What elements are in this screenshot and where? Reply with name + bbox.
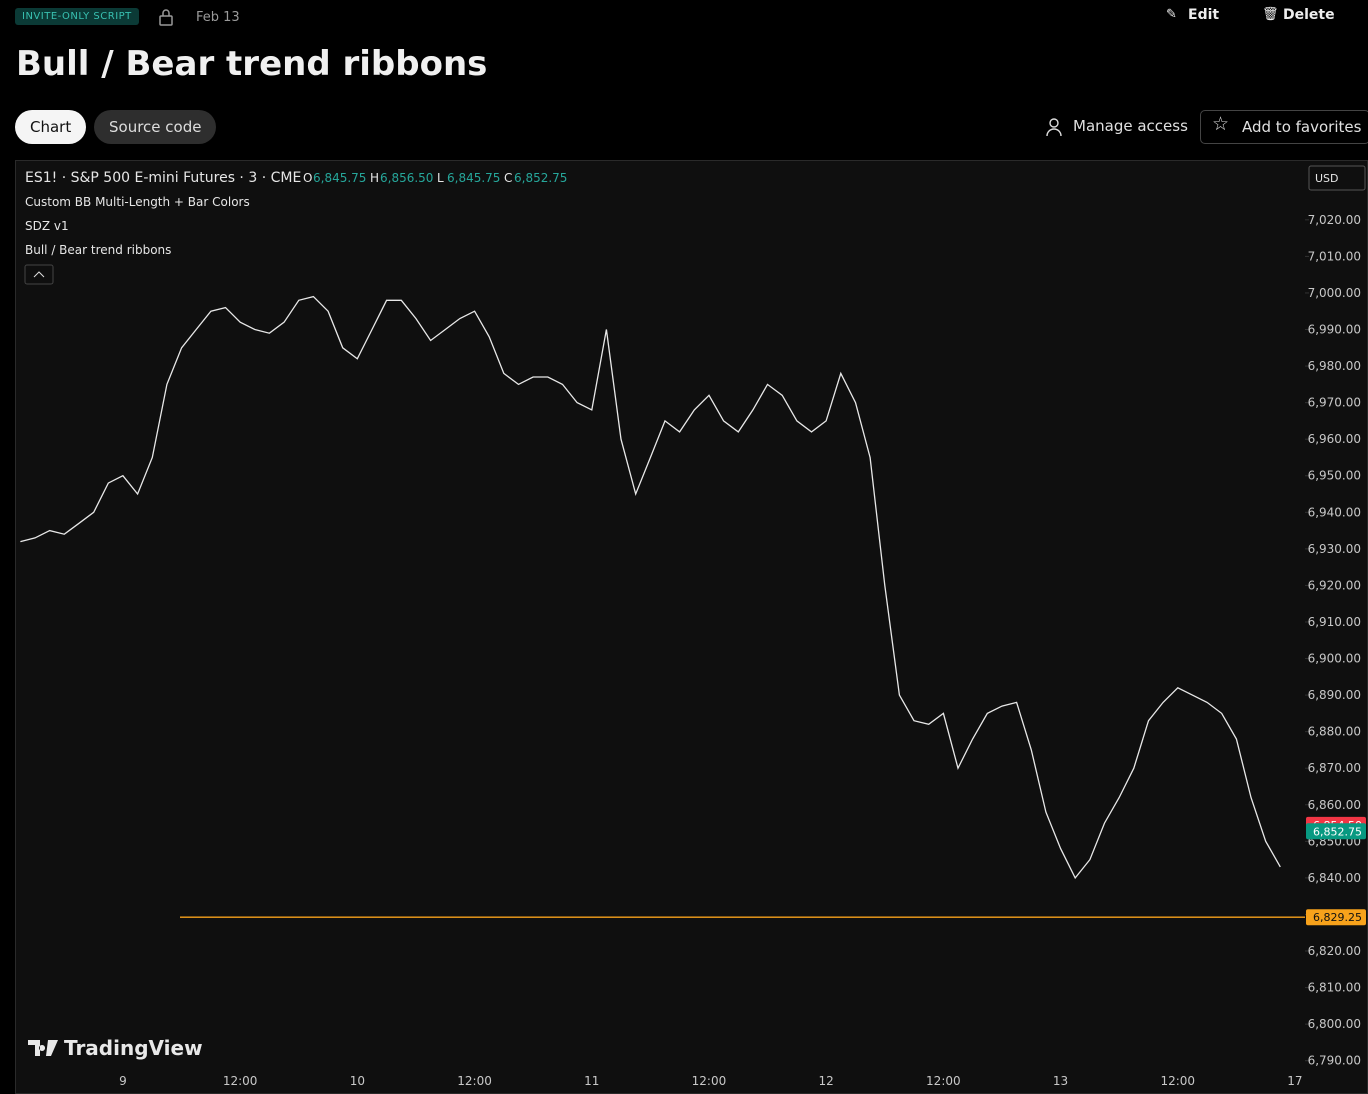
y-tick-label: 6,940.00	[1308, 505, 1361, 519]
title: Bull / Bear trend ribbons	[16, 44, 488, 84]
collapse-button[interactable]	[24, 264, 54, 285]
y-tick-label: 6,950.00	[1308, 469, 1361, 483]
manage-access[interactable]: Manage access	[1073, 117, 1188, 135]
y-tick-label: 6,980.00	[1308, 359, 1361, 373]
delete-icon: 🗑	[1262, 7, 1279, 22]
y-tick-label: 6,880.00	[1308, 725, 1361, 739]
ohlc-key: L	[437, 171, 444, 185]
y-tick-label: 6,810.00	[1308, 981, 1361, 995]
indicator: SDZ v1	[25, 219, 69, 233]
price-line	[20, 295, 1281, 880]
price-label-box	[1306, 823, 1366, 840]
price-label-box	[1306, 909, 1366, 926]
x-tick-label: 12	[819, 1074, 834, 1088]
y-tick-label: 6,790.00	[1308, 1054, 1361, 1068]
x-tick-label: 17	[1287, 1074, 1302, 1088]
y-tick-label: 7,020.00	[1308, 213, 1361, 227]
y-tick-label: 6,800.00	[1308, 1017, 1361, 1031]
logo	[28, 1040, 58, 1056]
badge: INVITE-ONLY SCRIPT	[15, 8, 139, 25]
y-tick-label: 6,820.00	[1308, 944, 1361, 958]
x-tick-label: 12:00	[926, 1074, 961, 1088]
ohlc-value: 6,856.50	[380, 171, 433, 185]
ohlc-value: 6,852.75	[514, 171, 567, 185]
ohlc-value: 6,845.75	[313, 171, 366, 185]
x-tick-label: 12:00	[457, 1074, 492, 1088]
symbol: ES1! · S&P 500 E-mini Futures · 3 · CME	[25, 170, 301, 186]
currency: USD	[1315, 172, 1339, 185]
x-tick-label: 12:00	[223, 1074, 258, 1088]
y-tick-label: 6,890.00	[1308, 688, 1361, 702]
x-tick-label: 10	[350, 1074, 365, 1088]
y-tick-label: 6,870.00	[1308, 761, 1361, 775]
tab-chart[interactable]: Chart	[15, 110, 87, 144]
y-tick-label: 6,990.00	[1308, 323, 1361, 337]
ohlc-key: H	[370, 171, 379, 185]
edit-button[interactable]: Edit	[1188, 7, 1220, 23]
watermark: TradingView	[64, 1036, 203, 1060]
chart-panel	[15, 160, 1368, 1094]
favorites-button[interactable]	[1200, 110, 1368, 144]
date: Feb 13	[196, 10, 240, 25]
star-icon: ☆	[1212, 113, 1230, 135]
chevron	[33, 271, 45, 278]
y-tick-label: 6,960.00	[1308, 432, 1361, 446]
indicator: Custom BB Multi-Length + Bar Colors	[25, 195, 250, 209]
price-label: 6,829.25	[1313, 911, 1362, 924]
price-label: 6,852.75	[1313, 825, 1362, 838]
y-tick-label: 7,010.00	[1308, 249, 1361, 263]
y-tick-label: 6,840.00	[1308, 871, 1361, 885]
y-tick-label: 6,930.00	[1308, 542, 1361, 556]
y-tick-label: 6,860.00	[1308, 798, 1361, 812]
y-tick-label: 6,970.00	[1308, 396, 1361, 410]
tab-source[interactable]: Source code	[94, 110, 217, 144]
ohlc-key: C	[504, 171, 512, 185]
user-icon	[1046, 118, 1062, 137]
currency-box	[1308, 165, 1366, 191]
delete-button[interactable]: Delete	[1283, 7, 1335, 23]
edit-icon: ✎	[1166, 7, 1177, 22]
x-tick-label: 9	[119, 1074, 127, 1088]
ohlc-value: 6,845.75	[447, 171, 500, 185]
y-tick-label: 6,910.00	[1308, 615, 1361, 629]
x-tick-label: 13	[1053, 1074, 1068, 1088]
y-tick-label: 6,900.00	[1308, 652, 1361, 666]
indicator: Bull / Bear trend ribbons	[25, 243, 171, 257]
x-tick-label: 12:00	[1160, 1074, 1195, 1088]
add-favorites[interactable]: Add to favorites	[1242, 118, 1362, 136]
y-tick-label: 7,000.00	[1308, 286, 1361, 300]
ohlc-key: O	[303, 171, 312, 185]
x-tick-label: 12:00	[692, 1074, 727, 1088]
y-tick-label: 6,920.00	[1308, 578, 1361, 592]
x-tick-label: 11	[584, 1074, 599, 1088]
lock-icon	[159, 9, 173, 26]
